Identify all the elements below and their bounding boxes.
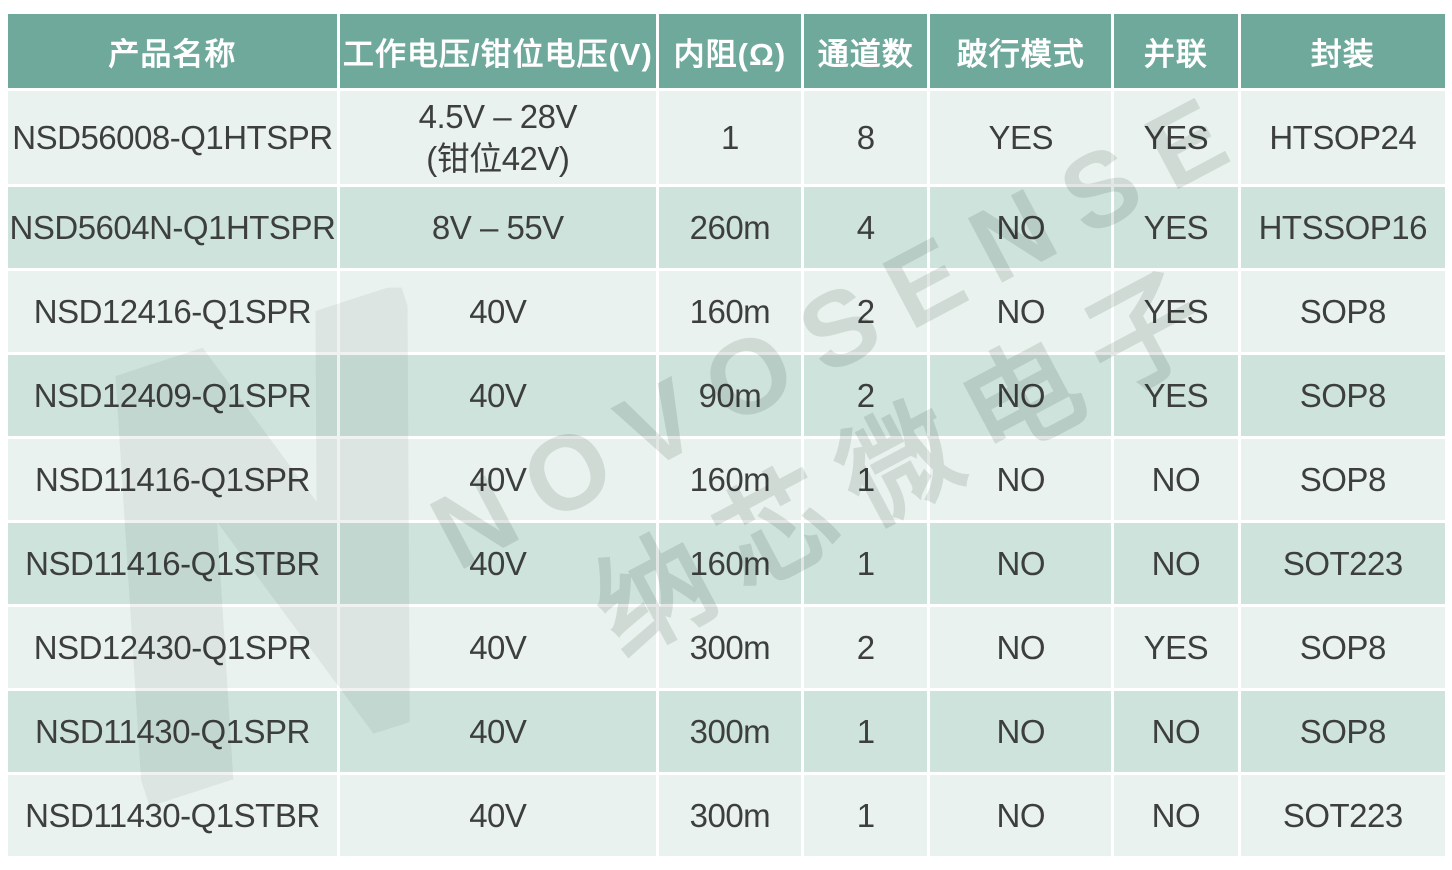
channel-count-cell: 4 [804,187,928,268]
resistance-cell: 260m [658,187,802,268]
product-name-cell: NSD12409-Q1SPR [8,355,337,436]
voltage-cell: 40V [339,775,656,856]
parallel-cell: YES [1114,355,1238,436]
voltage-cell: 40V [339,523,656,604]
parallel-cell: NO [1114,691,1238,772]
package-cell: SOT223 [1240,523,1445,604]
parallel-cell: NO [1114,523,1238,604]
voltage-cell: 40V [339,607,656,688]
package-cell: HTSSOP16 [1240,187,1445,268]
column-header-resistance: 内阻(Ω) [658,14,802,88]
column-header-limp-mode: 跛行模式 [930,14,1112,88]
product-name-cell: NSD5604N-Q1HTSPR [8,187,337,268]
product-name-cell: NSD12430-Q1SPR [8,607,337,688]
package-cell: SOP8 [1240,691,1445,772]
product-name-cell: NSD11430-Q1STBR [8,775,337,856]
voltage-cell: 8V – 55V [339,187,656,268]
parallel-cell: NO [1114,439,1238,520]
voltage-cell: 40V [339,271,656,352]
voltage-cell: 40V [339,355,656,436]
channel-count-cell: 1 [804,775,928,856]
voltage-two-line: 4.5V – 28V (钳位42V) [418,96,578,179]
package-cell: SOP8 [1240,355,1445,436]
channel-count-cell: 8 [804,91,928,184]
parallel-cell: YES [1114,271,1238,352]
voltage-range-text: 4.5V – 28V [418,98,578,136]
product-name-cell: NSD12416-Q1SPR [8,271,337,352]
resistance-cell: 160m [658,439,802,520]
product-name-cell: NSD11416-Q1SPR [8,439,337,520]
package-cell: SOP8 [1240,271,1445,352]
package-cell: HTSOP24 [1240,91,1445,184]
channel-count-cell: 2 [804,271,928,352]
parallel-cell: YES [1114,91,1238,184]
product-spec-table: 产品名称 工作电压/钳位电压(V) 内阻(Ω) 通道数 跛行模式 并联 封装 N… [8,14,1445,856]
voltage-cell: 40V [339,691,656,772]
voltage-cell: 40V [339,439,656,520]
product-name-cell: NSD11430-Q1SPR [8,691,337,772]
package-cell: SOP8 [1240,607,1445,688]
resistance-cell: 1 [658,91,802,184]
limp-mode-cell: NO [930,187,1112,268]
limp-mode-cell: YES [930,91,1112,184]
package-cell: SOT223 [1240,775,1445,856]
voltage-cell: 4.5V – 28V (钳位42V) [339,91,656,184]
limp-mode-cell: NO [930,439,1112,520]
limp-mode-cell: NO [930,271,1112,352]
column-header-product-name: 产品名称 [8,14,337,88]
channel-count-cell: 2 [804,355,928,436]
limp-mode-cell: NO [930,355,1112,436]
limp-mode-cell: NO [930,607,1112,688]
parallel-cell: YES [1114,187,1238,268]
resistance-cell: 160m [658,523,802,604]
channel-count-cell: 1 [804,691,928,772]
resistance-cell: 90m [658,355,802,436]
limp-mode-cell: NO [930,775,1112,856]
resistance-cell: 300m [658,691,802,772]
parallel-cell: NO [1114,775,1238,856]
resistance-cell: 300m [658,775,802,856]
package-cell: SOP8 [1240,439,1445,520]
limp-mode-cell: NO [930,523,1112,604]
channel-count-cell: 2 [804,607,928,688]
column-header-voltage: 工作电压/钳位电压(V) [339,14,656,88]
column-header-package: 封装 [1240,14,1445,88]
product-name-cell: NSD56008-Q1HTSPR [8,91,337,184]
column-header-channels: 通道数 [804,14,928,88]
parallel-cell: YES [1114,607,1238,688]
resistance-cell: 300m [658,607,802,688]
voltage-clamp-note: (钳位42V) [426,139,570,177]
column-header-parallel: 并联 [1114,14,1238,88]
channel-count-cell: 1 [804,523,928,604]
channel-count-cell: 1 [804,439,928,520]
resistance-cell: 160m [658,271,802,352]
limp-mode-cell: NO [930,691,1112,772]
product-name-cell: NSD11416-Q1STBR [8,523,337,604]
